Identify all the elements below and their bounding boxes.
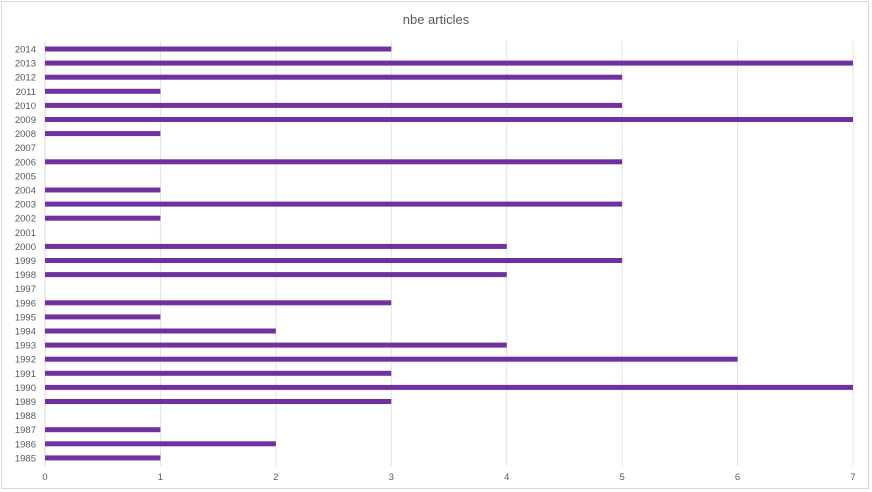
y-tick-label: 2011: [16, 87, 36, 98]
bar-1993: [45, 342, 507, 348]
y-tick-label: 1991: [15, 369, 36, 380]
bars: [45, 46, 853, 461]
x-tick-label: 7: [850, 472, 855, 483]
bar-2013: [45, 60, 853, 66]
bar-1996: [45, 300, 392, 306]
bar-1995: [45, 314, 161, 320]
y-tick-label: 1985: [15, 453, 36, 464]
y-tick-label: 2004: [15, 186, 36, 197]
y-tick-label: 2005: [15, 171, 36, 182]
bar-2006: [45, 159, 623, 165]
y-tick-label: 2000: [15, 242, 36, 253]
bar-2009: [45, 117, 853, 122]
y-tick-label: 2014: [15, 45, 36, 56]
bar-2002: [45, 215, 161, 221]
x-tick-label: 2: [273, 472, 278, 483]
y-tick-label: 2007: [15, 143, 36, 154]
y-tick-label: 2002: [15, 214, 36, 225]
x-tick-label: 3: [389, 472, 394, 483]
y-tick-label: 2001: [15, 228, 36, 239]
bar-1990: [45, 384, 853, 390]
bar-1999: [45, 258, 623, 263]
bar-2010: [45, 102, 623, 108]
y-tick-label: 2013: [15, 59, 36, 70]
x-tick-labels: 0 1 2 3 4 5 6 7: [42, 472, 855, 483]
y-tick-label: 1990: [15, 383, 36, 394]
x-tick-label: 5: [619, 472, 624, 483]
bar-1985: [45, 455, 161, 461]
bar-1991: [45, 370, 392, 376]
x-tick-label: 1: [158, 472, 163, 483]
y-tick-label: 1986: [15, 439, 36, 450]
bar-1986: [45, 441, 276, 447]
bar-1998: [45, 272, 507, 278]
bar-1994: [45, 328, 276, 334]
gridlines: [44, 41, 854, 466]
y-tick-label: 1997: [15, 284, 36, 295]
y-tick-label: 1999: [15, 256, 36, 267]
y-tick-label: 1996: [15, 298, 36, 309]
y-tick-label: 1993: [15, 341, 36, 352]
y-tick-label: 1989: [15, 397, 36, 408]
y-tick-label: 2006: [15, 157, 36, 168]
y-tick-label: 1994: [15, 327, 36, 338]
bar-1989: [45, 399, 392, 404]
bar-2012: [45, 74, 623, 80]
bar-2004: [45, 187, 161, 193]
y-tick-label: 1988: [15, 411, 36, 422]
y-tick-label: 1992: [15, 355, 36, 366]
y-tick-label: 2012: [15, 73, 36, 84]
chart-title: nbe articles: [402, 12, 470, 27]
y-tick-label: 2009: [15, 115, 36, 126]
y-tick-label: 1987: [15, 425, 36, 436]
y-tick-label: 2008: [15, 129, 36, 140]
bar-2008: [45, 131, 161, 137]
x-tick-label: 4: [504, 472, 509, 483]
y-tick-label: 2010: [15, 101, 36, 112]
bar-1992: [45, 356, 738, 362]
x-tick-label: 6: [735, 472, 740, 483]
y-tick-label: 1995: [15, 312, 36, 323]
x-tick-label: 0: [42, 472, 47, 483]
bar-2003: [45, 201, 623, 207]
bar-2014: [45, 46, 392, 52]
y-tick-labels: 2014 2013 2012 2011 2010 2009 2008 2007 2006 2005…: [15, 45, 36, 465]
bar-2000: [45, 243, 507, 249]
bar-2011: [45, 88, 161, 94]
y-tick-label: 1998: [15, 270, 36, 281]
y-tick-label: 2003: [15, 200, 36, 211]
bar-1987: [45, 427, 161, 433]
